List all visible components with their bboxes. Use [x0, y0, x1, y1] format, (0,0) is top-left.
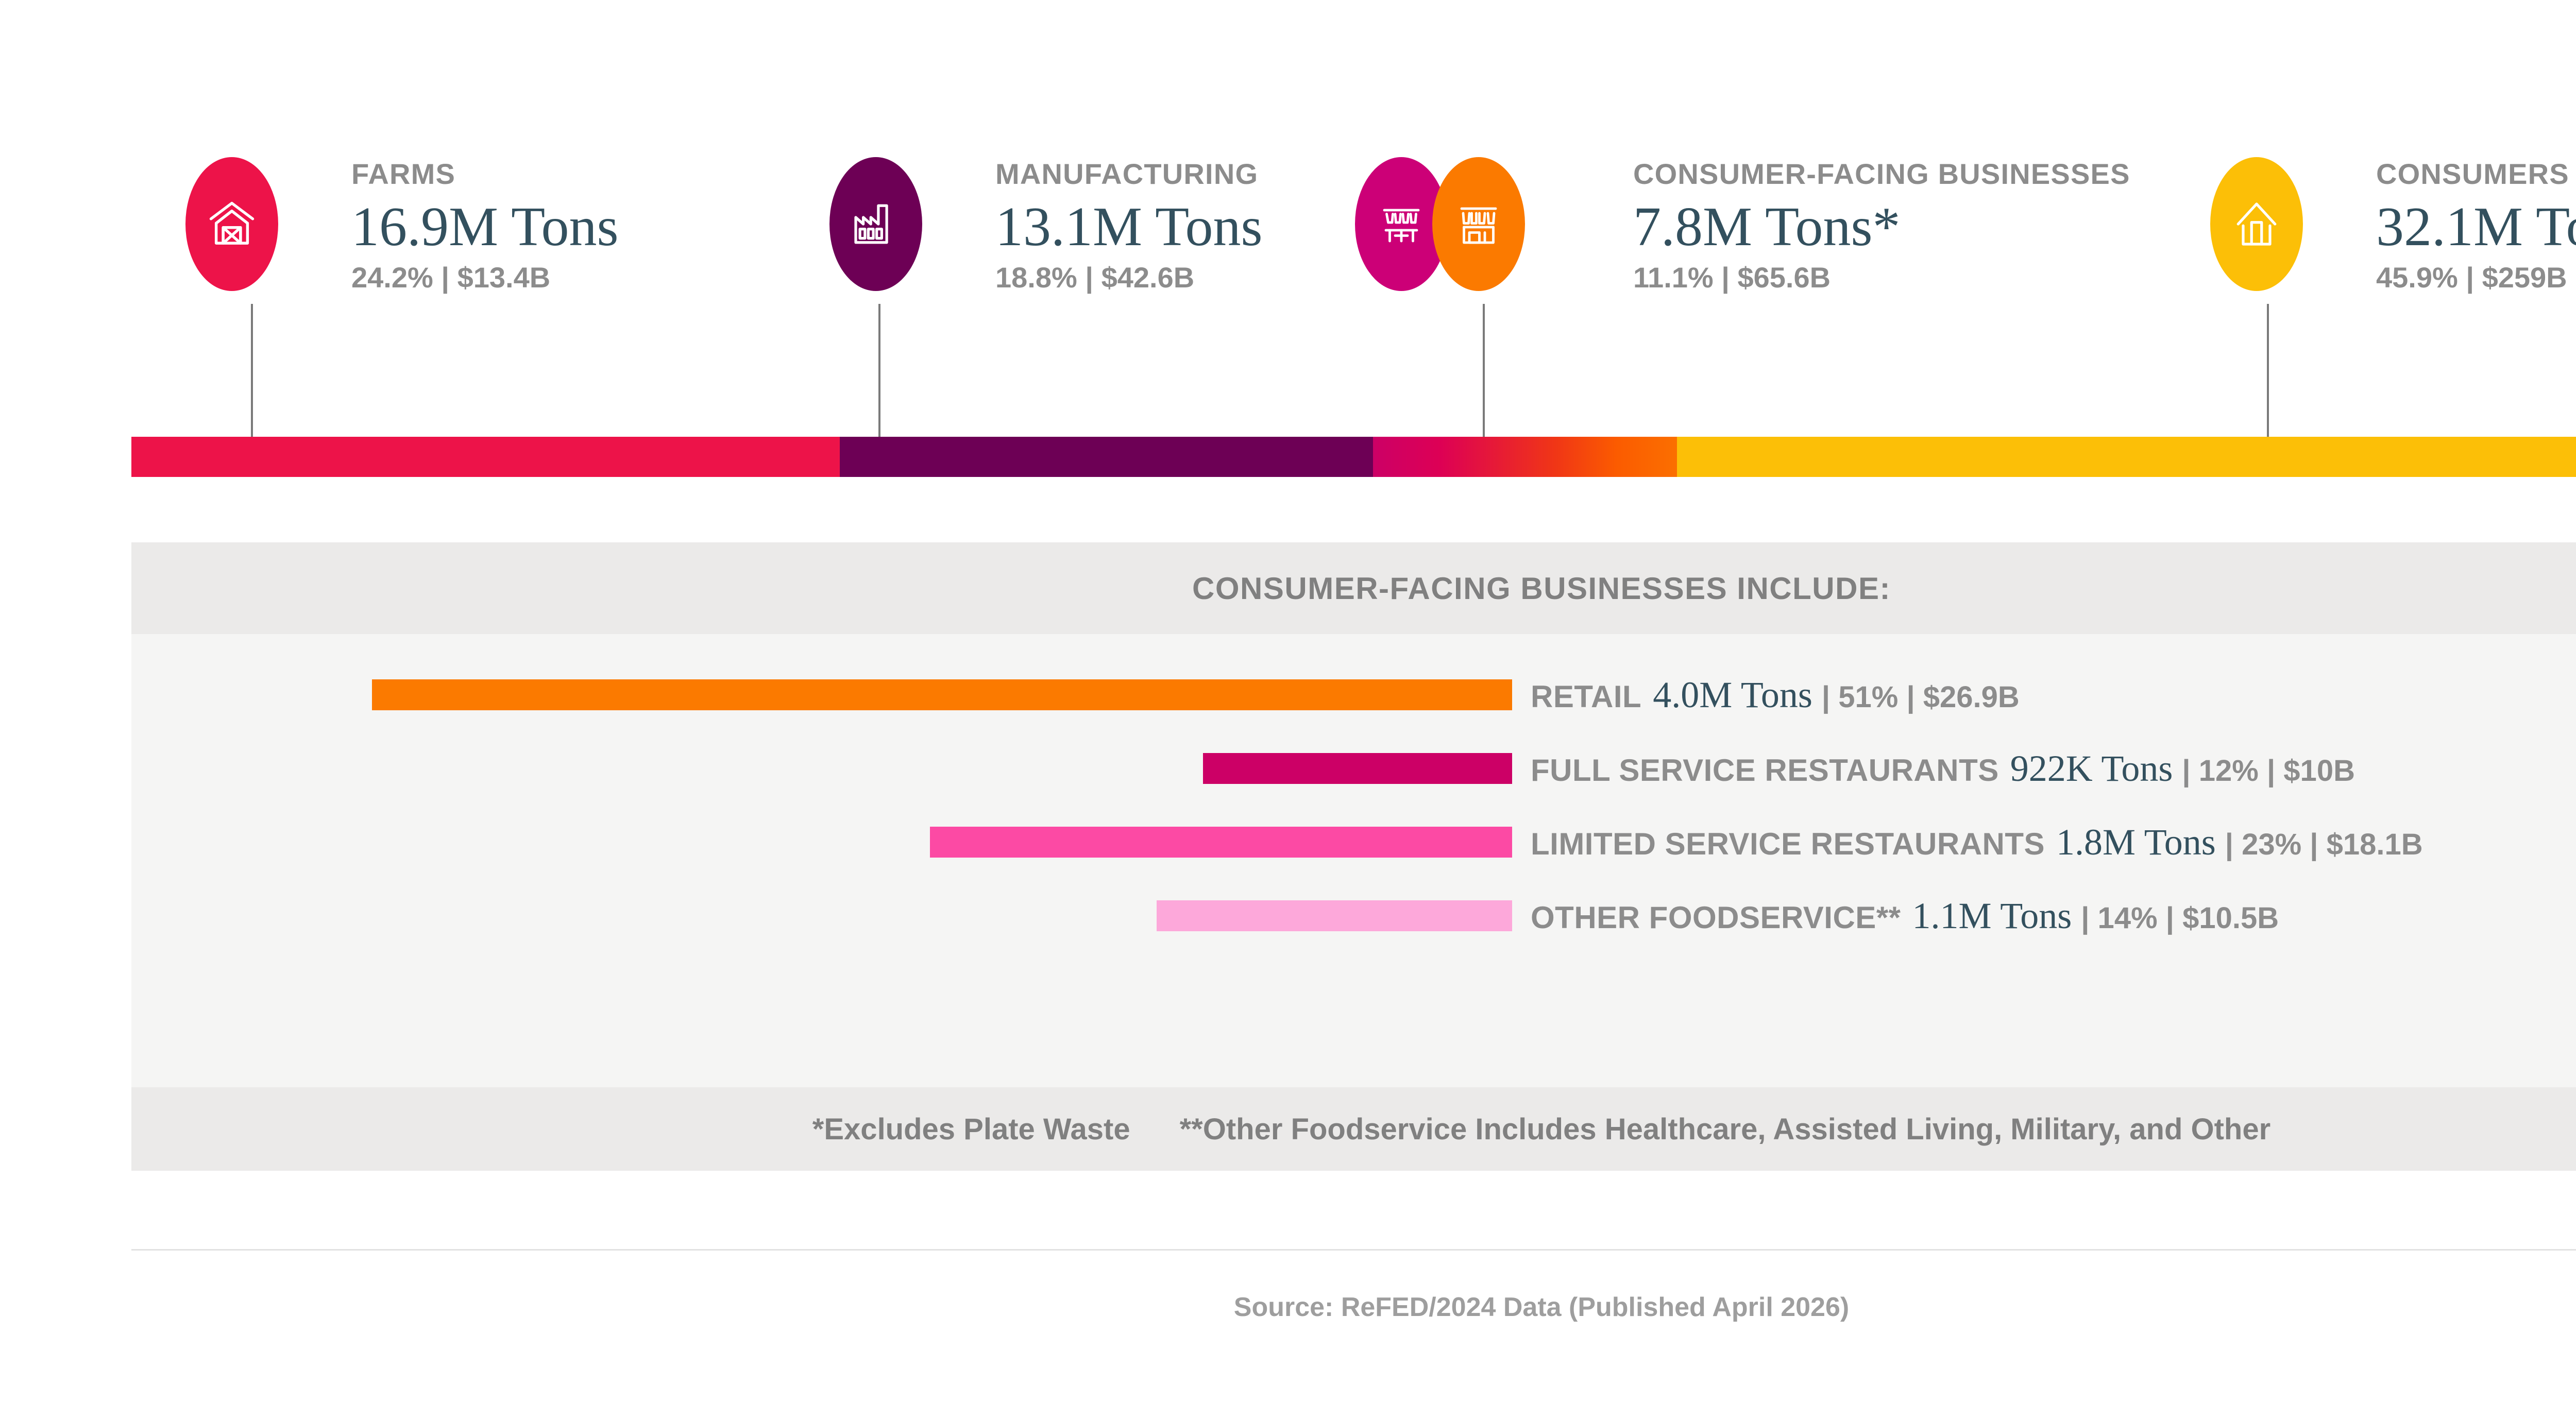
breakdown-rest-limited-service-restaurants: | 23% | $18.1B [2225, 828, 2423, 861]
breakdown-row-retail: RETAIL 4.0M Tons | 51% | $26.9B [131, 665, 2576, 725]
sector-manufacturing-text: MANUFACTURING 13.1M Tons 18.8% | $42.6B [995, 160, 1263, 292]
sector-consumer-facing-businesses-tons: 7.8M Tons* [1633, 196, 1901, 258]
connector-consumer-facing-businesses [1483, 304, 1485, 439]
sector-farms-sub: 24.2% | $13.4B [351, 261, 551, 294]
factory-icon [849, 197, 903, 251]
breakdown-bar-wrap-limited-service-restaurants [131, 827, 1512, 858]
sector-consumers-text: CONSUMERS (in & out of the home) 32.1M T… [2376, 160, 2576, 292]
breakdown-tons-other-foodservice: 1.1M Tons [1912, 895, 2072, 936]
breakdown-label-other-foodservice: OTHER FOODSERVICE** 1.1M Tons | 14% | $1… [1531, 897, 2279, 934]
breakdown-row-limited-service-restaurants: LIMITED SERVICE RESTAURANTS 1.8M Tons | … [131, 812, 2576, 872]
connector-farms [251, 304, 253, 439]
sector-farms-text: FARMS 16.9M Tons 24.2% | $13.4B [351, 160, 619, 292]
breakdown-row-other-foodservice: OTHER FOODSERVICE** 1.1M Tons | 14% | $1… [131, 886, 2576, 946]
breakdown-name-limited-service-restaurants: LIMITED SERVICE RESTAURANTS [1531, 827, 2045, 861]
breakdown-bar-retail [372, 679, 1512, 710]
breakdown-bar-wrap-full-service-restaurants [131, 753, 1512, 784]
badge-manufacturing [829, 157, 922, 291]
connector-manufacturing [878, 304, 880, 439]
breakdown-tons-limited-service-restaurants: 1.8M Tons [2056, 822, 2216, 863]
sector-manufacturing-tons: 13.1M Tons [995, 196, 1263, 258]
sector-consumers-tons: 32.1M Tons [2376, 196, 2576, 258]
breakdown-tons-full-service-restaurants: 922K Tons [2010, 748, 2173, 789]
badge-consumers [2210, 157, 2303, 291]
sector-consumer-facing-businesses-name: CONSUMER-FACING BUSINESSES [1633, 158, 2130, 190]
source-text: Source: ReFED/2024 Data (Published April… [1233, 1292, 1850, 1322]
storefront-icon [1454, 199, 1503, 249]
flow-segment-farms [131, 437, 840, 477]
panel-body: RETAIL 4.0M Tons | 51% | $26.9B FULL SER… [131, 634, 2576, 1087]
consumer-facing-breakdown-panel: CONSUMER-FACING BUSINESSES INCLUDE: RETA… [131, 542, 2576, 1171]
sector-consumer-facing-businesses-text: CONSUMER-FACING BUSINESSES 7.8M Tons* 11… [1633, 160, 2130, 292]
breakdown-rest-full-service-restaurants: | 12% | $10B [2182, 754, 2355, 788]
breakdown-rest-other-foodservice: | 14% | $10.5B [2081, 901, 2279, 935]
breakdown-label-full-service-restaurants: FULL SERVICE RESTAURANTS 922K Tons | 12%… [1531, 750, 2355, 787]
badge-farms [185, 157, 278, 291]
breakdown-bar-full-service-restaurants [1203, 753, 1512, 784]
breakdown-label-limited-service-restaurants: LIMITED SERVICE RESTAURANTS 1.8M Tons | … [1531, 824, 2423, 861]
restaurant-table-icon [1377, 199, 1426, 249]
sector-consumers-name: CONSUMERS (in & out of the home) [2376, 158, 2576, 190]
home-icon [2230, 197, 2283, 251]
panel-header-title: CONSUMER-FACING BUSINESSES INCLUDE: [1192, 571, 1891, 606]
panel-header: CONSUMER-FACING BUSINESSES INCLUDE: [131, 542, 2576, 634]
sector-consumer-facing-businesses-sub: 11.1% | $65.6B [1633, 261, 1831, 294]
sector-row: FARMS 16.9M Tons 24.2% | $13.4B MAN [0, 0, 2576, 443]
sector-manufacturing-name: MANUFACTURING [995, 158, 1259, 190]
breakdown-row-full-service-restaurants: FULL SERVICE RESTAURANTS 922K Tons | 12%… [131, 739, 2576, 798]
breakdown-bar-limited-service-restaurants [930, 827, 1512, 858]
breakdown-name-other-foodservice: OTHER FOODSERVICE** [1531, 900, 1901, 935]
sector-farms-tons: 16.9M Tons [351, 196, 619, 258]
panel-footnotes: *Excludes Plate Waste **Other Foodservic… [131, 1087, 2576, 1171]
breakdown-bar-other-foodservice [1157, 900, 1512, 931]
breakdown-bar-wrap-other-foodservice [131, 900, 1512, 931]
breakdown-label-retail: RETAIL 4.0M Tons | 51% | $26.9B [1531, 676, 2020, 713]
flow-segment-consumer-facing-businesses [1373, 437, 1677, 477]
badge-consumer-facing-retail [1432, 157, 1525, 291]
breakdown-tons-retail: 4.0M Tons [1653, 674, 1812, 715]
breakdown-name-full-service-restaurants: FULL SERVICE RESTAURANTS [1531, 753, 1999, 788]
flow-segment-manufacturing [840, 437, 1373, 477]
barn-icon [204, 196, 260, 252]
source-divider [131, 1249, 2576, 1251]
flow-segment-consumers [1677, 437, 2576, 477]
sector-flow-bar [131, 437, 2576, 477]
footnote-other-foodservice: **Other Foodservice Includes Healthcare,… [1179, 1112, 2271, 1146]
sector-consumers-sub: 45.9% | $259B [2376, 261, 2567, 294]
footnote-excludes-plate-waste: *Excludes Plate Waste [812, 1112, 1130, 1146]
breakdown-name-retail: RETAIL [1531, 679, 1642, 714]
sector-manufacturing-sub: 18.8% | $42.6B [995, 261, 1195, 294]
breakdown-rest-retail: | 51% | $26.9B [1821, 680, 2020, 714]
breakdown-bar-wrap-retail [131, 679, 1512, 710]
connector-consumers [2267, 304, 2269, 439]
sector-farms-name: FARMS [351, 158, 455, 190]
